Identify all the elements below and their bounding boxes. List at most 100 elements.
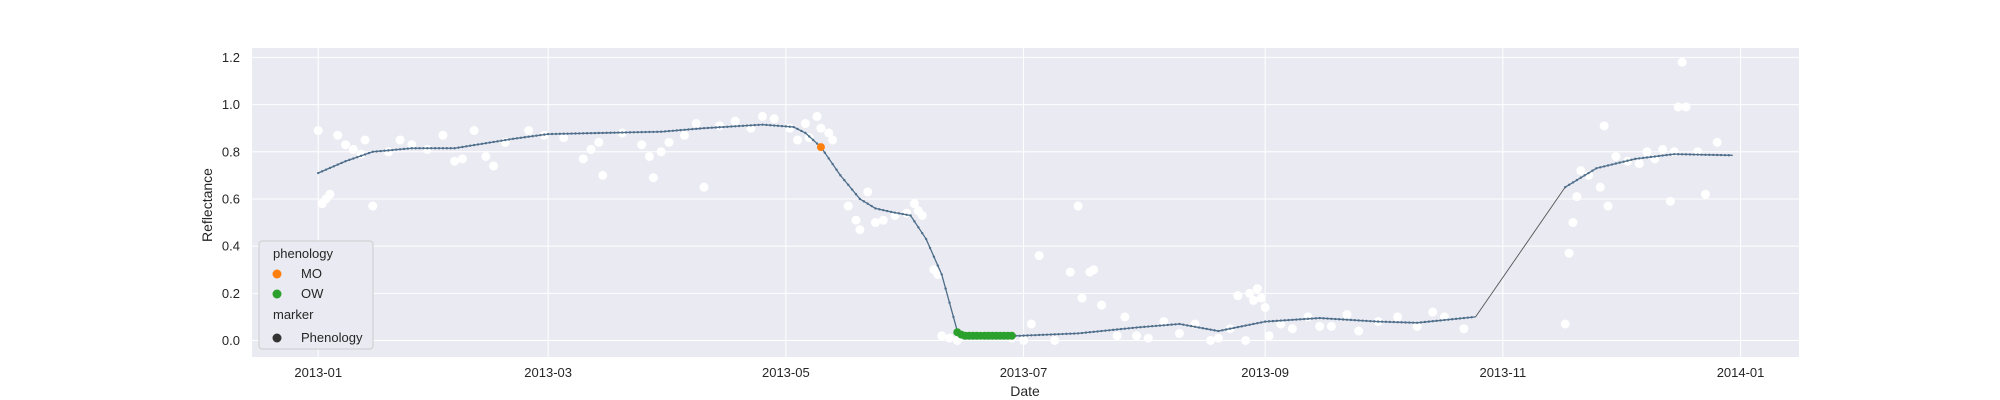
phenology-mo-point	[816, 143, 825, 152]
observation-point	[1412, 321, 1422, 331]
smoothed-line-marker	[1708, 153, 1711, 157]
observation-point	[699, 182, 709, 192]
x-tick-label: 2013-03	[524, 365, 572, 380]
smoothed-line-marker	[1696, 153, 1699, 156]
observation-point	[691, 118, 701, 128]
smoothed-line-marker	[1037, 333, 1041, 337]
smoothed-line-marker	[1369, 319, 1372, 323]
smoothed-line-marker	[1563, 185, 1567, 189]
smoothed-line-marker	[1287, 318, 1290, 322]
smoothed-line-marker	[1447, 318, 1450, 321]
observation-point	[360, 135, 370, 145]
smoothed-line-marker	[718, 126, 721, 129]
observation-point	[812, 111, 822, 121]
smoothed-line-marker	[1069, 332, 1072, 335]
observation-point	[1256, 293, 1266, 303]
smoothed-line-marker	[1677, 153, 1680, 156]
smoothed-line-marker	[1084, 331, 1088, 334]
observation-point	[1096, 300, 1106, 310]
smoothed-line-marker	[1657, 154, 1660, 158]
smoothed-line-marker	[1462, 316, 1466, 320]
observation-point	[1342, 310, 1352, 320]
smoothed-line-marker	[706, 126, 710, 130]
smoothed-line-segment	[512, 133, 549, 140]
smoothed-line-marker	[1139, 325, 1142, 329]
observation-point	[952, 335, 962, 345]
smoothed-line-marker	[480, 142, 484, 146]
smoothed-line-marker	[1610, 163, 1614, 166]
smoothed-line-marker	[1318, 316, 1321, 320]
smoothed-line-marker	[543, 133, 546, 136]
smoothed-line-marker	[675, 129, 678, 132]
smoothed-line-marker	[340, 161, 343, 165]
observation-point	[1576, 166, 1586, 176]
smoothed-line-marker	[1622, 160, 1625, 163]
observation-point	[1019, 335, 1029, 345]
smoothed-line-marker	[1228, 327, 1232, 330]
smoothed-line-marker	[671, 129, 675, 132]
smoothed-line-marker	[457, 146, 460, 149]
smoothed-line-marker	[1224, 328, 1228, 331]
smoothed-line-marker	[1669, 153, 1672, 156]
y-tick-labels: 0.0 0.2 0.4 0.6 0.8 1.0 1.2	[222, 50, 240, 348]
x-tick-labels: 2013-01 2013-03 2013-05 2013-07 2013-09 2013-…	[294, 365, 1764, 380]
observation-point	[1287, 324, 1297, 334]
smoothed-line-marker	[1634, 157, 1637, 161]
smoothed-line-marker	[1595, 167, 1598, 170]
observation-point	[578, 154, 588, 164]
observation-point	[824, 128, 834, 138]
smoothed-line-marker	[1439, 319, 1442, 322]
observation-point	[843, 201, 853, 211]
smoothed-line-marker	[928, 246, 932, 250]
observation-point	[1026, 319, 1036, 329]
smoothed-line-marker	[1022, 334, 1025, 337]
smoothed-line-marker	[745, 124, 749, 127]
observation-point	[816, 123, 826, 133]
observation-point	[450, 156, 460, 166]
smoothed-line-marker	[1341, 318, 1345, 321]
smoothed-line-marker	[453, 147, 456, 150]
smoothed-line-marker	[445, 147, 449, 150]
observation-point	[1700, 189, 1710, 199]
smoothed-line-marker	[1080, 331, 1084, 335]
smoothed-line-marker	[1618, 161, 1621, 164]
smoothed-line-marker	[811, 138, 815, 142]
smoothed-line-marker	[1108, 329, 1111, 332]
smoothed-line-marker	[893, 211, 897, 214]
smoothed-line-marker	[1700, 153, 1703, 156]
smoothed-line-marker	[1571, 181, 1575, 184]
smoothed-line-marker	[769, 124, 772, 127]
smoothed-line-marker	[1326, 317, 1329, 320]
smoothed-line-marker	[1673, 152, 1676, 156]
smoothed-line-marker	[1423, 320, 1427, 324]
observation-point	[637, 140, 647, 150]
smoothed-line-marker	[1349, 318, 1353, 322]
x-tick-label: 2013-07	[1000, 365, 1048, 380]
smoothed-line-marker	[1143, 325, 1146, 329]
smoothed-line-marker	[858, 197, 862, 201]
smoothed-line-marker	[1295, 318, 1298, 321]
smoothed-line-marker	[882, 208, 885, 212]
smoothed-line-marker	[1030, 334, 1033, 337]
smoothed-line-marker	[936, 264, 940, 267]
smoothed-line-marker	[426, 147, 429, 150]
observation-point	[598, 170, 608, 180]
smoothed-line-marker	[558, 132, 562, 136]
observation-point	[559, 133, 569, 143]
y-tick-label: 1.2	[222, 50, 240, 65]
smoothed-line-marker	[461, 145, 464, 149]
legend-mo-label: MO	[301, 266, 322, 281]
smoothed-line-marker	[1692, 153, 1695, 156]
phenology-ow-point	[1007, 331, 1016, 340]
smoothed-line-marker	[640, 130, 643, 134]
smoothed-line-marker	[749, 124, 752, 127]
smoothed-line-marker	[1186, 324, 1189, 327]
smoothed-line-marker	[1334, 317, 1337, 321]
smoothed-line-marker	[356, 155, 359, 159]
smoothed-line-marker	[1575, 178, 1579, 182]
smoothed-line-marker	[387, 149, 390, 152]
legend-marker-title: marker	[273, 307, 314, 322]
legend: phenology MO OW marker Phenology	[258, 240, 374, 350]
smoothed-line-marker	[1299, 318, 1302, 321]
